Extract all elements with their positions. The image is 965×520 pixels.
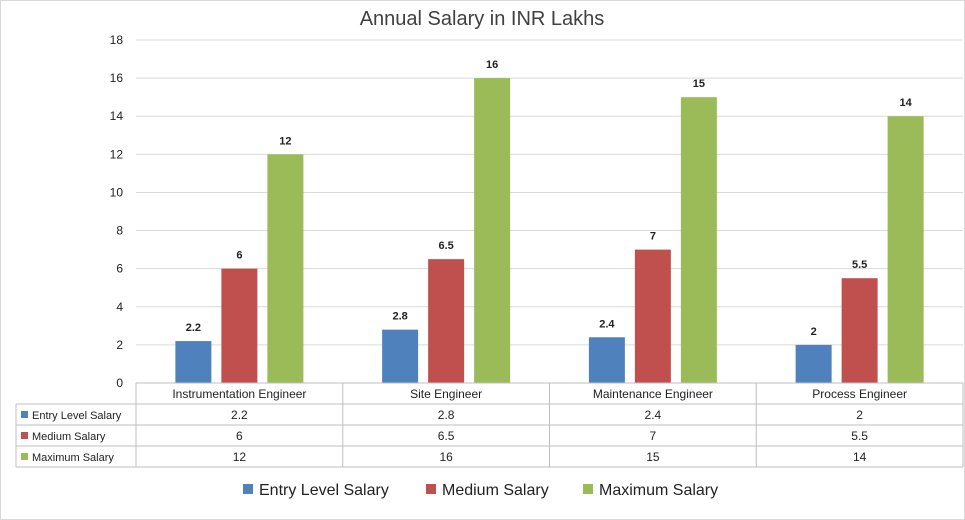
category-label: Instrumentation Engineer: [172, 387, 306, 401]
data-label: 12: [279, 135, 291, 147]
y-tick-label: 4: [116, 300, 123, 314]
data-label: 16: [486, 59, 498, 71]
table-legend-key: [21, 432, 28, 439]
bar-maximum-salary: [887, 116, 924, 383]
chart-title: Annual Salary in INR Lakhs: [360, 8, 605, 30]
table-cell: 12: [233, 450, 247, 464]
y-tick-label: 18: [110, 33, 124, 47]
bar-entry-level-salary: [382, 329, 419, 383]
table-cell: 7: [650, 429, 657, 443]
category-label: Process Engineer: [812, 387, 907, 401]
bar-maximum-salary: [680, 97, 717, 384]
table-cell: 16: [439, 450, 453, 464]
table-row-header: Medium Salary: [32, 431, 106, 443]
data-label: 2.2: [186, 322, 201, 334]
bar-medium-salary: [428, 259, 465, 383]
legend-swatch: [583, 484, 593, 494]
data-label: 6: [236, 250, 242, 262]
data-label: 2.8: [392, 311, 407, 323]
legend-swatch: [243, 484, 253, 494]
bar-entry-level-salary: [175, 341, 212, 383]
y-tick-label: 10: [110, 185, 124, 199]
table-cell: 6: [236, 429, 243, 443]
data-label: 5.5: [852, 259, 867, 271]
category-label: Maintenance Engineer: [593, 387, 713, 401]
category-label: Site Engineer: [410, 387, 482, 401]
table-cell: 14: [853, 450, 867, 464]
table-row-header: Entry Level Salary: [32, 410, 122, 422]
bar-medium-salary: [221, 268, 258, 383]
y-tick-label: 6: [116, 262, 123, 276]
bar-maximum-salary: [474, 78, 511, 383]
table-cell: 5.5: [851, 429, 868, 443]
table-legend-key: [21, 411, 28, 418]
data-label: 14: [900, 97, 913, 109]
y-tick-label: 14: [110, 109, 124, 123]
table-legend-key: [21, 453, 28, 460]
bar-entry-level-salary: [795, 344, 832, 383]
data-label: 7: [650, 231, 656, 243]
y-tick-label: 2: [116, 338, 123, 352]
table-row-header: Maximum Salary: [32, 452, 114, 464]
table-cell: 2: [856, 408, 863, 422]
y-tick-label: 0: [116, 376, 123, 390]
bar-medium-salary: [634, 249, 671, 383]
table-cell: 15: [646, 450, 660, 464]
bar-medium-salary: [841, 278, 878, 383]
table-cell: 6.5: [438, 429, 455, 443]
table-cell: 2.8: [438, 408, 455, 422]
data-label: 2.4: [599, 318, 615, 330]
legend-label: Medium Salary: [442, 482, 549, 499]
y-tick-label: 8: [116, 224, 123, 238]
legend-label: Maximum Salary: [599, 482, 718, 499]
data-label: 15: [693, 78, 705, 90]
y-tick-label: 12: [110, 147, 124, 161]
bar-entry-level-salary: [588, 337, 625, 383]
data-label: 6.5: [438, 240, 453, 252]
table-cell: 2.4: [645, 408, 662, 422]
legend-swatch: [426, 484, 436, 494]
data-label: 2: [811, 326, 817, 338]
table-cell: 2.2: [231, 408, 248, 422]
y-tick-label: 16: [110, 71, 124, 85]
legend-label: Entry Level Salary: [259, 482, 389, 499]
bar-maximum-salary: [267, 154, 304, 383]
